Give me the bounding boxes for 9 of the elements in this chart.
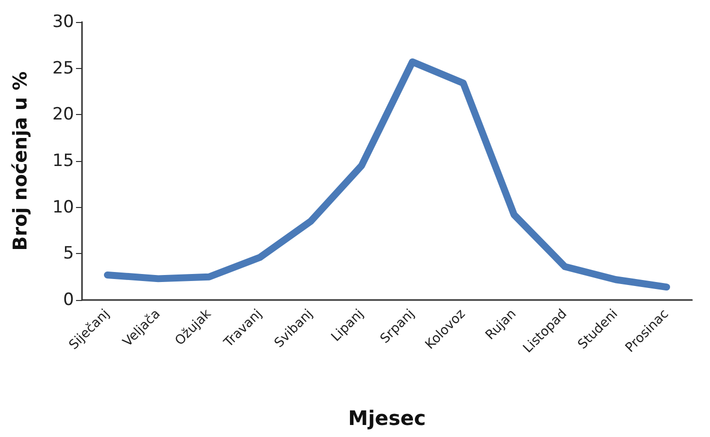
y-tick-label: 20: [52, 104, 74, 125]
x-axis-title: Mjesec: [348, 406, 426, 430]
y-axis-title: Broj noćenja u %: [10, 71, 32, 251]
y-tick-label: 10: [52, 197, 74, 218]
y-tick-label: 25: [52, 58, 74, 78]
y-tick-label: 30: [52, 12, 74, 32]
y-tick-label: 0: [63, 290, 74, 310]
y-tick-label: 5: [63, 244, 74, 264]
y-tick-label: 15: [52, 151, 74, 171]
